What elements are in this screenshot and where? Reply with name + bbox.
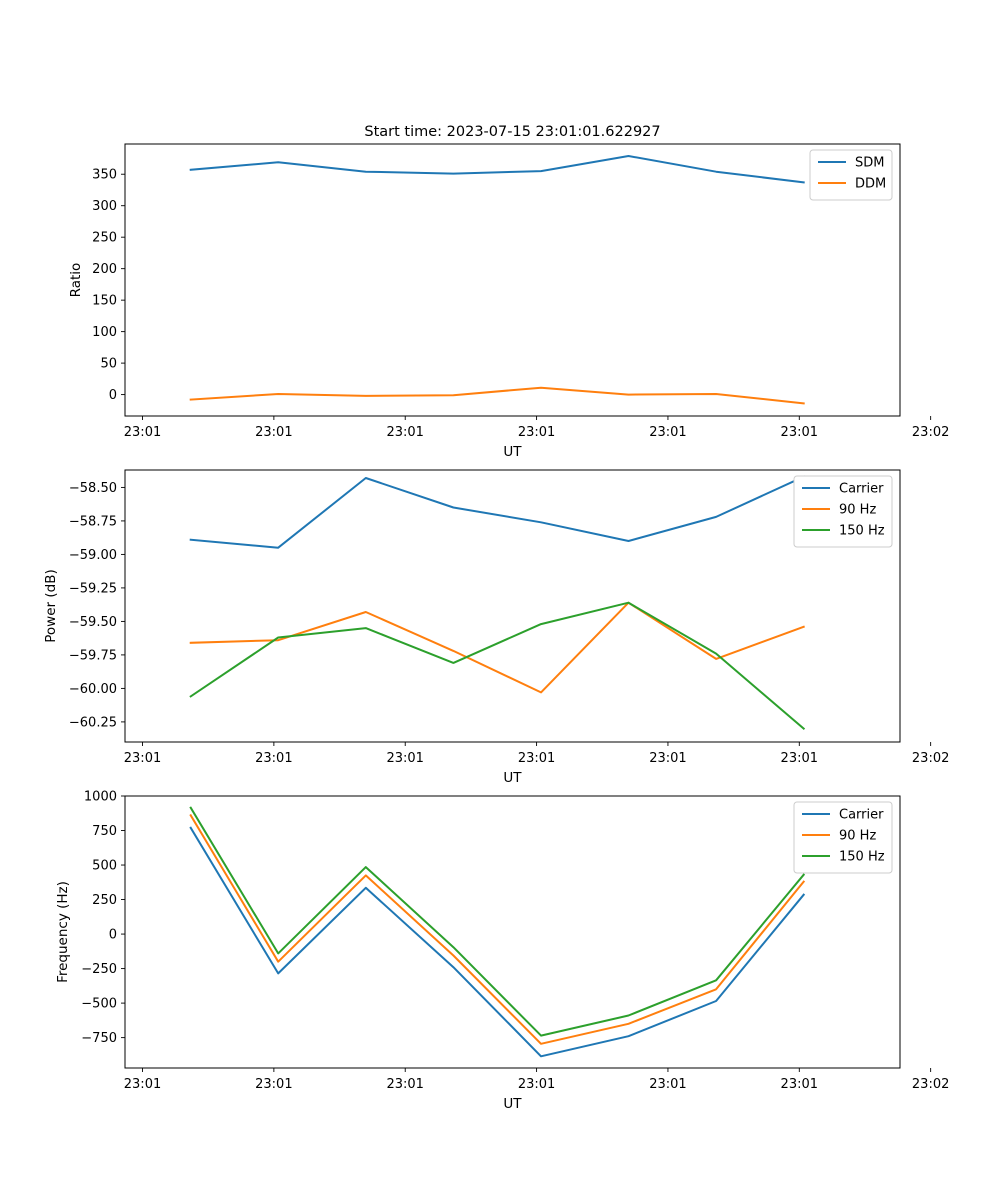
x-tick-label: 23:01 [255,751,292,766]
x-tick-label: 23:01 [124,1077,161,1092]
x-tick-label: 23:02 [912,1077,949,1092]
legend-label: Carrier [839,808,884,823]
y-axis-label: Frequency (Hz) [55,881,71,983]
legend: Carrier 90 Hz 150 Hz [793,475,893,548]
x-tick-label: 23:01 [386,751,423,766]
legend-label: 150 Hz [839,524,885,539]
x-tick-label: 23:01 [386,1077,423,1092]
y-tick-label: 500 [92,859,117,874]
y-tick-label: 200 [92,262,117,277]
series-line-ddm [189,386,805,405]
series-line-sdm [189,155,805,184]
y-tick-label: 350 [92,168,117,183]
x-tick-label: 23:01 [518,1077,555,1092]
y-tick-label: 150 [92,294,117,309]
y-tick-label: 300 [92,199,117,214]
x-tick-label: 23:01 [124,751,161,766]
y-tick-label: −59.00 [69,548,117,563]
y-tick-label: −59.75 [69,648,117,663]
y-tick-label: −58.50 [69,481,117,496]
x-axis-label: UT [503,444,522,460]
y-tick-label: 250 [92,893,117,908]
x-tick-label: 23:01 [649,751,686,766]
x-tick-label: 23:01 [781,1077,818,1092]
series-line-carrier [189,826,806,1058]
x-tick-label: 23:01 [518,751,555,766]
y-tick-label: 0 [109,388,117,403]
legend: Carrier 90 Hz 150 Hz [793,801,893,874]
axes-frame [124,469,901,743]
x-tick-label: 23:01 [649,1077,686,1092]
x-tick-label: 23:01 [781,751,818,766]
y-tick-label: −750 [81,1031,117,1046]
axes-frame [124,795,901,1069]
y-axis-label: Power (dB) [43,569,59,642]
y-tick-label: −59.50 [69,615,117,630]
chart-title: Start time: 2023-07-15 23:01:01.622927 [364,124,660,140]
x-tick-label: 23:01 [386,425,423,440]
y-tick-label: 100 [92,325,117,340]
x-tick-label: 23:01 [255,1077,292,1092]
series-line-carrier [189,475,806,549]
y-tick-label: −58.75 [69,514,117,529]
panel-ratio: Start time: 2023-07-15 23:01:01.622927 23… [68,124,949,460]
y-tick-label: 250 [92,231,117,246]
legend-label: 150 Hz [839,850,885,865]
series-line-90-hz [189,813,806,1045]
series-line-90-hz [189,601,805,694]
x-tick-label: 23:01 [781,425,818,440]
legend-label: SDM [855,156,884,171]
y-tick-label: −60.00 [69,682,117,697]
x-axis-label: UT [503,770,522,786]
y-tick-label: −250 [81,962,117,977]
y-tick-label: 1000 [84,790,117,805]
x-tick-label: 23:01 [124,425,161,440]
y-tick-label: −60.25 [69,715,117,730]
legend-label: Carrier [839,482,884,497]
legend: SDM DDM [809,149,893,201]
x-axis-label: UT [503,1096,522,1112]
panel-power: 23:01 23:01 23:01 23:01 23:01 23:01 23:02 −60.2… [43,469,949,786]
x-tick-label: 23:01 [255,425,292,440]
series-line-150-hz [189,601,806,731]
y-tick-label: −500 [81,997,117,1012]
y-tick-label: 750 [92,824,117,839]
y-tick-label: 0 [109,928,117,943]
legend-label: 90 Hz [839,503,876,518]
y-tick-label: −59.25 [69,581,117,596]
x-tick-label: 23:01 [518,425,555,440]
axes-frame [124,143,901,417]
legend-label: DDM [855,177,886,192]
x-tick-label: 23:02 [912,751,949,766]
panel-frequency: 23:01 23:01 23:01 23:01 23:01 23:01 23:02 −750 −… [55,790,949,1113]
series-line-150-hz [189,806,806,1037]
legend-label: 90 Hz [839,829,876,844]
x-tick-label: 23:02 [912,425,949,440]
x-tick-label: 23:01 [649,425,686,440]
y-axis-label: Ratio [68,263,84,298]
y-tick-label: 50 [100,357,117,372]
